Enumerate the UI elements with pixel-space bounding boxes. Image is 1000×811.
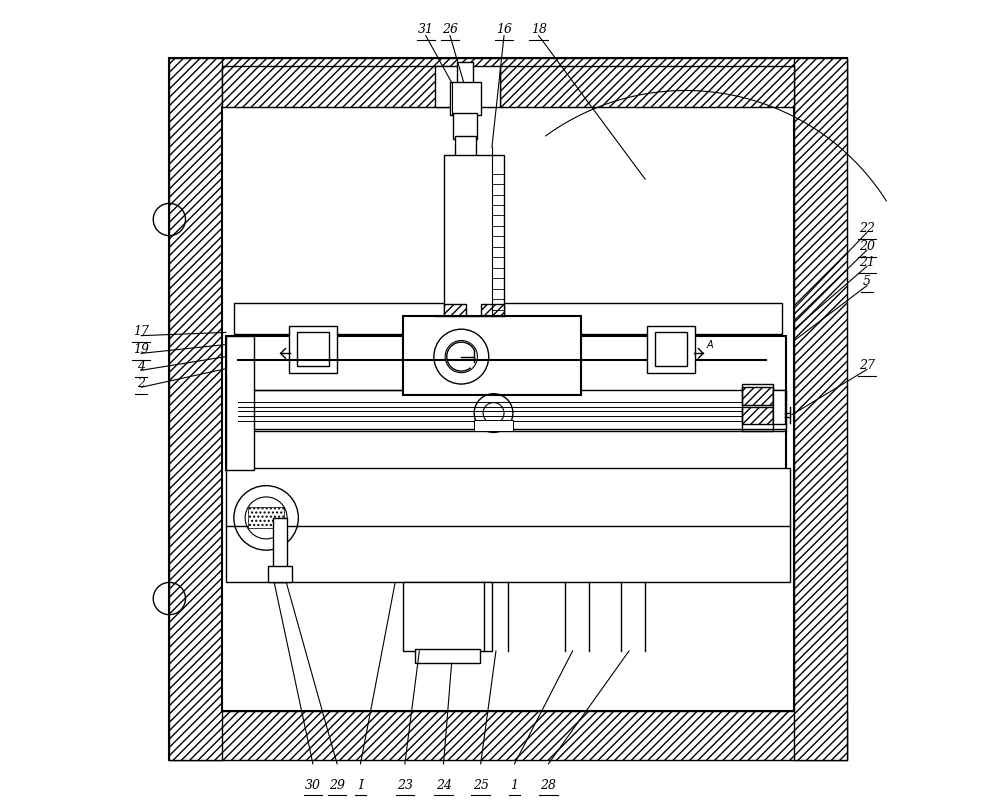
Bar xyxy=(742,388,773,406)
Text: 30: 30 xyxy=(305,778,321,791)
Bar xyxy=(403,317,581,396)
Text: 19: 19 xyxy=(133,343,149,356)
Bar xyxy=(226,468,790,582)
Bar xyxy=(169,59,847,760)
Bar xyxy=(268,567,292,582)
Text: 31: 31 xyxy=(418,23,434,36)
Text: 16: 16 xyxy=(496,23,512,36)
Bar xyxy=(773,391,785,425)
Bar xyxy=(289,327,337,373)
Text: 28: 28 xyxy=(540,778,556,791)
Text: 21: 21 xyxy=(859,255,875,268)
Bar xyxy=(273,518,287,582)
Bar xyxy=(169,59,847,108)
Bar xyxy=(169,711,847,760)
Bar xyxy=(742,384,773,431)
Bar xyxy=(297,333,329,367)
Bar xyxy=(222,108,794,711)
Bar xyxy=(248,508,284,528)
Text: 18: 18 xyxy=(531,23,547,36)
Bar xyxy=(655,333,687,367)
Bar xyxy=(794,59,847,760)
Bar xyxy=(234,391,786,430)
Text: 1: 1 xyxy=(511,778,519,791)
Bar xyxy=(403,582,492,651)
Bar xyxy=(169,59,222,760)
Text: 27: 27 xyxy=(859,358,875,371)
Bar xyxy=(647,327,695,373)
Bar xyxy=(234,304,782,335)
Bar xyxy=(222,67,448,108)
Bar xyxy=(500,67,794,108)
Bar xyxy=(455,137,476,168)
Bar xyxy=(444,156,504,317)
Text: 25: 25 xyxy=(473,778,489,791)
Bar xyxy=(415,649,480,663)
Text: 29: 29 xyxy=(329,778,345,791)
Text: A: A xyxy=(706,339,713,349)
Bar xyxy=(481,305,504,325)
Text: 24: 24 xyxy=(436,778,452,791)
Bar xyxy=(474,420,513,431)
Bar xyxy=(453,114,477,139)
Text: 2: 2 xyxy=(137,376,145,389)
Bar xyxy=(457,63,473,88)
Bar xyxy=(450,84,481,115)
Bar xyxy=(742,407,773,425)
Text: 5: 5 xyxy=(863,275,871,288)
Bar xyxy=(226,337,786,470)
Text: 22: 22 xyxy=(859,222,875,235)
Text: 17: 17 xyxy=(133,325,149,338)
Bar xyxy=(435,67,500,108)
Bar xyxy=(226,337,254,470)
Text: I: I xyxy=(358,778,363,791)
Text: 20: 20 xyxy=(859,239,875,252)
Bar xyxy=(444,305,466,325)
Text: 23: 23 xyxy=(397,778,413,791)
Text: 26: 26 xyxy=(442,23,458,36)
Text: 4: 4 xyxy=(137,359,145,372)
